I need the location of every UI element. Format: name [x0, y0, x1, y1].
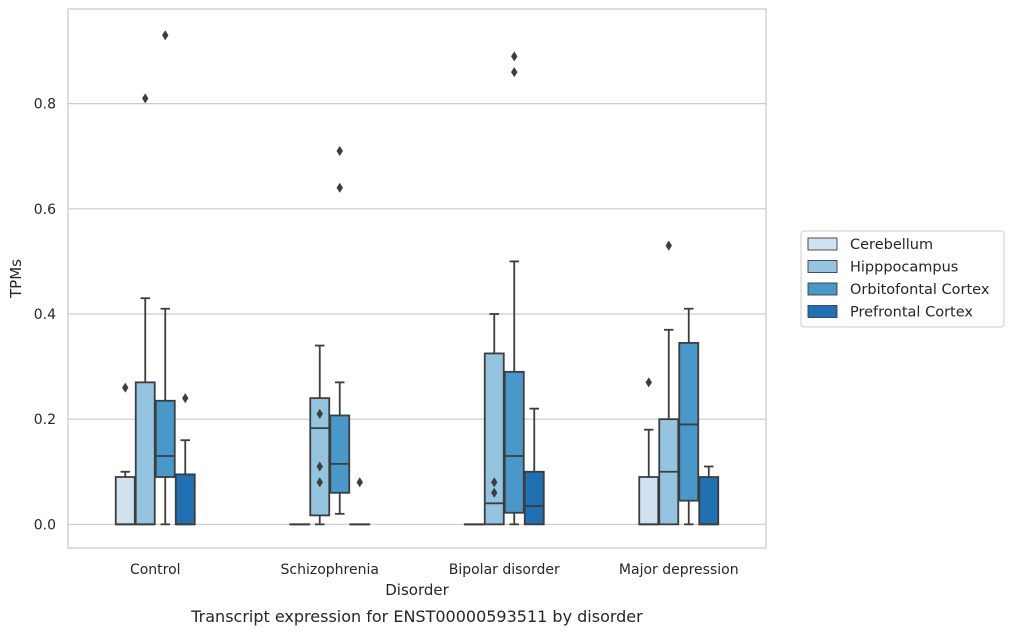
outlier-point: [162, 30, 169, 41]
legend-swatch: [807, 305, 838, 318]
box-schizophrenia-hipppocampus: [309, 344, 331, 526]
box-body: [678, 342, 700, 502]
y-tick-label: 0.2: [34, 412, 56, 428]
legend-label: Cerebellum: [850, 237, 933, 253]
outlier-point: [511, 51, 518, 62]
outlier-point: [336, 145, 343, 156]
legend-frame: [800, 230, 1005, 328]
box-bipolar-disorder-prefrontal-cortex: [523, 407, 545, 526]
legend-label: Orbitofontal Cortex: [850, 282, 990, 298]
x-tick-label: Bipolar disorder: [449, 562, 560, 578]
outlier-point: [491, 477, 498, 488]
box-control-hipppocampus: [134, 93, 156, 526]
box-body: [134, 381, 156, 526]
legend-swatch: [807, 260, 838, 273]
outlier-point: [182, 393, 189, 404]
legend-label: Prefrontal Cortex: [850, 305, 973, 321]
box-control-cerebellum: [114, 382, 136, 526]
x-tick-label: Schizophrenia: [281, 562, 379, 578]
outlier-point: [645, 377, 652, 388]
outlier-point: [356, 477, 363, 488]
box-bipolar-disorder-orbitofontal-cortex: [503, 51, 525, 526]
outlier-point: [316, 408, 323, 419]
box-bipolar-disorder-hipppocampus: [483, 313, 505, 526]
box-control-orbitofontal-cortex: [154, 30, 176, 526]
outlier-point: [142, 93, 149, 104]
box-body: [698, 476, 720, 526]
box-body: [329, 414, 351, 494]
legend-label: Hipppocampus: [850, 260, 958, 276]
box-body: [154, 399, 176, 478]
plot-frame: [67, 8, 767, 549]
legend-swatch: [807, 237, 838, 251]
x-tick-label: Control: [130, 562, 181, 578]
y-axis-label: TPMs: [7, 259, 25, 299]
outlier-point: [491, 487, 498, 498]
y-tick-label: 0.4: [34, 307, 56, 323]
y-tick-label: 0.0: [34, 517, 56, 533]
outlier-point: [665, 240, 672, 251]
outlier-point: [511, 67, 518, 78]
y-tick-label: 0.8: [34, 97, 56, 113]
outlier-point: [316, 477, 323, 488]
box-body: [483, 352, 505, 526]
box-major-depression-orbitofontal-cortex: [678, 307, 700, 526]
box-body: [174, 473, 196, 526]
box-body: [114, 476, 136, 526]
y-ticks: 0.0 0.2 0.4 0.6 0.8: [34, 97, 56, 534]
outlier-point: [336, 182, 343, 193]
box-major-depression-hipppocampus: [658, 240, 680, 526]
box-schizophrenia-orbitofontal-cortex: [329, 145, 351, 515]
x-axis-label: Disorder: [385, 581, 449, 599]
box-body: [503, 370, 525, 514]
legend-swatch: [807, 282, 838, 296]
box-schizophrenia-prefrontal-cortex: [349, 477, 371, 526]
outlier-point: [316, 461, 323, 472]
box-major-depression-cerebellum: [638, 377, 660, 526]
x-tick-label: Major depression: [619, 562, 739, 578]
boxes: [114, 30, 720, 526]
box-body: [638, 476, 660, 526]
box-control-prefrontal-cortex: [174, 393, 196, 526]
y-tick-label: 0.6: [34, 202, 56, 218]
box-body: [523, 470, 545, 526]
x-ticks: Control Schizophrenia Bipolar disorder Majo…: [130, 562, 739, 578]
outlier-point: [122, 382, 129, 393]
legend: Cerebellum Hipppocampus Orbitofontal Corte…: [800, 230, 1005, 328]
chart-caption: Transcript expression for ENST0000059351…: [190, 607, 643, 626]
box-major-depression-prefrontal-cortex: [698, 465, 720, 526]
